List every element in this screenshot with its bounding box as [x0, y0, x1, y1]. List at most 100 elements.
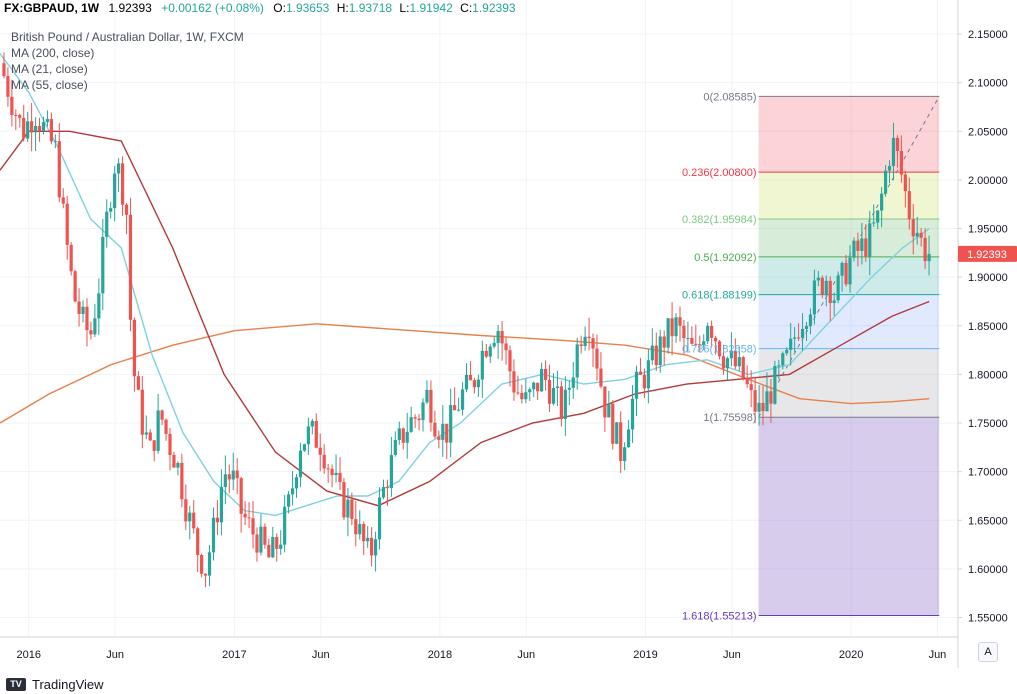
candle-body[interactable] — [480, 350, 484, 380]
candle-body[interactable] — [468, 374, 473, 381]
candle-body[interactable] — [547, 379, 552, 404]
candle-body[interactable] — [10, 96, 14, 115]
candle-body[interactable] — [583, 336, 587, 347]
candle-body[interactable] — [45, 118, 50, 123]
candle-body[interactable] — [330, 468, 334, 476]
candle-body[interactable] — [85, 306, 89, 331]
candle-body[interactable] — [14, 114, 18, 116]
candle-body[interactable] — [563, 389, 567, 419]
candle-body[interactable] — [864, 238, 868, 257]
candle-body[interactable] — [346, 499, 350, 518]
candle-body[interactable] — [433, 422, 437, 437]
candle-body[interactable] — [559, 386, 563, 419]
candle-body[interactable] — [33, 125, 38, 133]
candle-body[interactable] — [551, 387, 556, 404]
candle-body[interactable] — [73, 271, 77, 302]
candle-body[interactable] — [294, 477, 299, 489]
candle-body[interactable] — [611, 403, 615, 444]
candle-body[interactable] — [243, 513, 247, 518]
candle-body[interactable] — [856, 240, 860, 251]
candle-body[interactable] — [710, 325, 714, 338]
series-title[interactable]: British Pound / Australian Dollar, 1W, F… — [11, 30, 244, 44]
candle-body[interactable] — [887, 165, 892, 171]
candle-body[interactable] — [373, 539, 378, 556]
candle-body[interactable] — [840, 262, 844, 276]
candle-body[interactable] — [911, 219, 915, 237]
candle-body[interactable] — [437, 436, 441, 440]
candle-body[interactable] — [105, 211, 109, 237]
candle-body[interactable] — [61, 197, 65, 204]
candle-body[interactable] — [654, 345, 658, 366]
candle-body[interactable] — [203, 573, 208, 576]
candle-body[interactable] — [872, 222, 876, 224]
candle-body[interactable] — [634, 371, 639, 399]
candle-body[interactable] — [318, 447, 322, 455]
candle-body[interactable] — [405, 431, 409, 443]
candle-body[interactable] — [508, 350, 512, 372]
candle-body[interactable] — [144, 432, 148, 435]
candle-body[interactable] — [326, 468, 330, 470]
candle-body[interactable] — [793, 337, 797, 339]
candle-body[interactable] — [69, 244, 73, 272]
candle-body[interactable] — [488, 346, 492, 357]
candle-body[interactable] — [670, 318, 674, 337]
candle-body[interactable] — [848, 257, 852, 285]
candle-body[interactable] — [658, 336, 662, 366]
candle-body[interactable] — [377, 497, 382, 540]
legend-ma55[interactable]: MA (55, close) — [11, 78, 88, 92]
candle-body[interactable] — [192, 512, 196, 529]
candle-body[interactable] — [630, 398, 635, 430]
legend-ma200[interactable]: MA (200, close) — [11, 46, 94, 60]
candle-body[interactable] — [804, 325, 809, 329]
candle-body[interactable] — [587, 336, 591, 339]
candle-body[interactable] — [247, 517, 251, 519]
candle-body[interactable] — [140, 389, 144, 435]
candle-body[interactable] — [923, 237, 927, 262]
time-axis[interactable]: 2016 Jun 2017 Jun 2018 Jun 2019 Jun 2020 Jun — [17, 649, 947, 661]
legend-ma21[interactable]: MA (21, close) — [11, 62, 88, 76]
candle-body[interactable] — [694, 343, 698, 345]
candle-body[interactable] — [899, 150, 903, 175]
candle-body[interactable] — [702, 341, 706, 346]
candle-body[interactable] — [259, 526, 263, 553]
candle-body[interactable] — [464, 374, 469, 390]
candle-body[interactable] — [706, 325, 710, 342]
candle-body[interactable] — [650, 345, 654, 361]
candle-body[interactable] — [152, 440, 156, 451]
candle-body[interactable] — [358, 524, 362, 535]
candle-body[interactable] — [389, 454, 393, 489]
candle-body[interactable] — [741, 357, 745, 379]
candle-body[interactable] — [101, 236, 105, 294]
candle-body[interactable] — [350, 499, 354, 520]
candle-body[interactable] — [413, 417, 417, 419]
candle-body[interactable] — [381, 487, 386, 498]
candle-body[interactable] — [524, 392, 528, 400]
candle-body[interactable] — [579, 344, 583, 347]
candle-body[interactable] — [540, 368, 544, 392]
auto-scale-button[interactable]: A — [978, 642, 998, 662]
candle-body[interactable] — [690, 337, 694, 344]
fib-trend-line[interactable] — [758, 96, 940, 418]
candle-body[interactable] — [168, 433, 172, 456]
candle-body[interactable] — [287, 494, 291, 507]
candle-body[interactable] — [397, 428, 401, 440]
candle-body[interactable] — [227, 474, 231, 480]
candle-body[interactable] — [136, 376, 140, 390]
candle-body[interactable] — [496, 331, 500, 343]
candle-body[interactable] — [769, 391, 773, 404]
branding[interactable]: TV TradingView — [6, 676, 104, 692]
candle-body[interactable] — [773, 366, 777, 404]
candle-body[interactable] — [275, 536, 279, 549]
candle-body[interactable] — [725, 358, 730, 369]
candle-body[interactable] — [279, 544, 283, 549]
candle-body[interactable] — [891, 137, 896, 166]
candle-body[interactable] — [57, 141, 61, 198]
candle-body[interactable] — [77, 301, 81, 314]
candle-body[interactable] — [919, 232, 923, 238]
candle-body[interactable] — [832, 300, 836, 304]
candle-body[interactable] — [255, 534, 259, 553]
candle-body[interactable] — [666, 318, 670, 348]
candle-body[interactable] — [828, 280, 832, 304]
candle-body[interactable] — [626, 429, 631, 448]
candle-body[interactable] — [453, 405, 457, 411]
